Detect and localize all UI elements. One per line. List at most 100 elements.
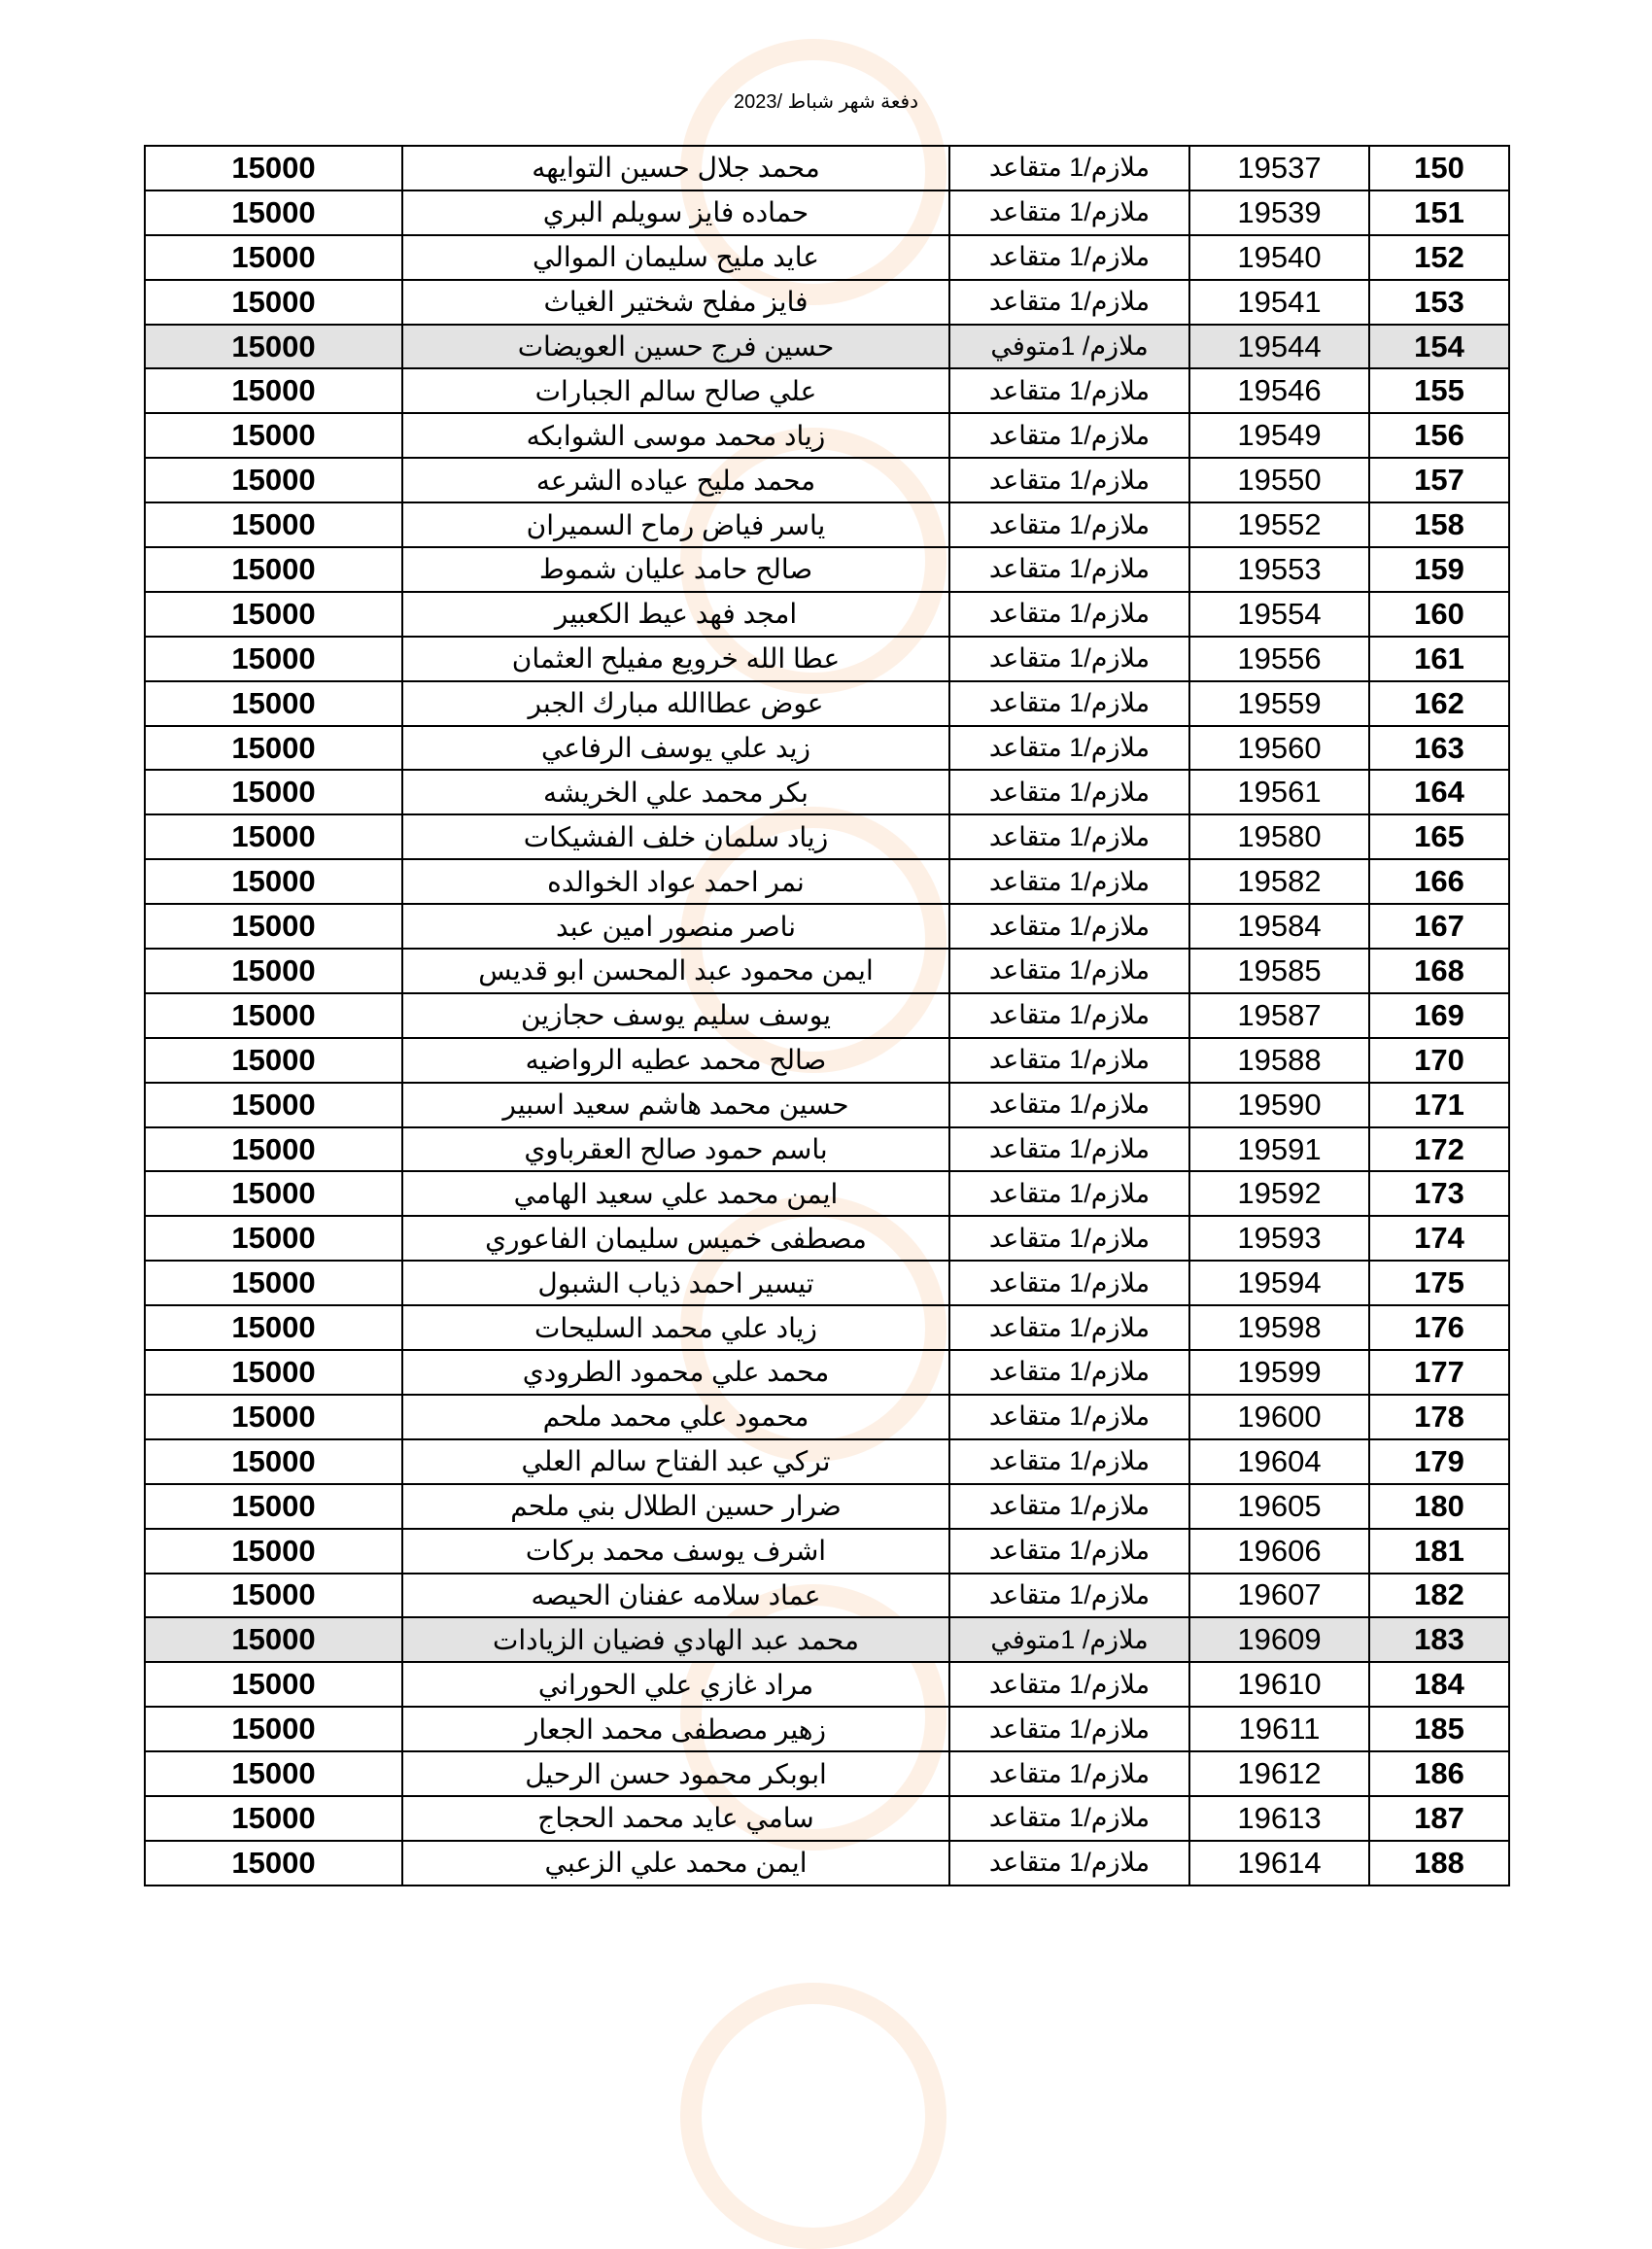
table-row: 15000 حسين محمد هاشم سعيد اسبير ملازم/1 مت…: [144, 1081, 1510, 1128]
serial-number-cell: 177: [1368, 1349, 1510, 1396]
rank-cell: ملازم/1 متقاعد: [948, 1349, 1190, 1396]
table-row: 15000 عماد سلامه عفنان الحيصه ملازم/1 متقا…: [144, 1572, 1510, 1619]
serial-number-cell: 150: [1368, 145, 1510, 191]
amount-cell: 15000: [144, 412, 403, 460]
amount-cell: 15000: [144, 1036, 403, 1084]
name-cell: نمر احمد عواد الخوالده: [401, 858, 950, 906]
amount-cell: 15000: [144, 991, 403, 1039]
id-cell: 19606: [1188, 1527, 1370, 1574]
rank-cell: ملازم/1 متقاعد: [948, 858, 1190, 906]
document-title: دفعة شهر شباط /2023: [734, 91, 918, 113]
id-cell: 19537: [1188, 145, 1370, 191]
id-cell: 19554: [1188, 590, 1370, 638]
serial-number-cell: 174: [1368, 1215, 1510, 1263]
table-row: 15000 بكر محمد علي الخريشه ملازم/1 متقاعد 1…: [144, 769, 1510, 816]
name-cell: امجد فهد عيط الكعبير: [401, 590, 950, 638]
id-cell: 19612: [1188, 1750, 1370, 1797]
rank-cell: ملازم/1 متقاعد: [948, 724, 1190, 772]
serial-number-cell: 161: [1368, 635, 1510, 682]
amount-cell: 15000: [144, 502, 403, 549]
rank-cell: ملازم/1 متقاعد: [948, 1215, 1190, 1263]
amount-cell: 15000: [144, 903, 403, 951]
amount-cell: 15000: [144, 1616, 403, 1664]
table-row: 15000 ايمن محمود عبد المحسن ابو قديس ملازم…: [144, 948, 1510, 994]
rank-cell: ملازم/1 متقاعد: [948, 278, 1190, 326]
rank-cell: ملازم/1 متقاعد: [948, 1170, 1190, 1218]
table-row: 15000 علي صالح سالم الجبارات ملازم/1 متقاع…: [144, 367, 1510, 415]
amount-cell: 15000: [144, 1437, 403, 1485]
table-row: 15000 ياسر فياض رماح السميران ملازم/1 متقا…: [144, 502, 1510, 549]
serial-number-cell: 168: [1368, 948, 1510, 994]
rank-cell: ملازم/1 متقاعد: [948, 1750, 1190, 1797]
amount-cell: 15000: [144, 635, 403, 682]
table-row: 15000 مراد غازي علي الحوراني ملازم/1 متقاع…: [144, 1661, 1510, 1709]
name-cell: زهير مصطفى محمد الجعار: [401, 1706, 950, 1753]
rank-cell: ملازم/1 متقاعد: [948, 1081, 1190, 1128]
table-row-highlighted: 15000 محمد عبد الهادي فضيان الزيادات ملازم…: [144, 1616, 1510, 1664]
serial-number-cell: 158: [1368, 502, 1510, 549]
name-cell: حسين محمد هاشم سعيد اسبير: [401, 1081, 950, 1128]
rank-cell: ملازم/1 متقاعد: [948, 1839, 1190, 1886]
id-cell: 19588: [1188, 1036, 1370, 1084]
table-row: 15000 صالح حامد عليان شموط ملازم/1 متقاعد 1…: [144, 546, 1510, 593]
rank-cell: ملازم/ 1متوفي: [948, 323, 1190, 370]
serial-number-cell: 187: [1368, 1794, 1510, 1842]
table-row: 15000 يوسف سليم يوسف حجازين ملازم/1 متقاعد…: [144, 991, 1510, 1039]
id-cell: 19598: [1188, 1304, 1370, 1352]
id-cell: 19600: [1188, 1393, 1370, 1440]
amount-cell: 15000: [144, 278, 403, 326]
rank-cell: ملازم/1 متقاعد: [948, 1706, 1190, 1753]
serial-number-cell: 162: [1368, 679, 1510, 727]
id-cell: 19593: [1188, 1215, 1370, 1263]
rank-cell: ملازم/ 1متوفي: [948, 1616, 1190, 1664]
table-row: 15000 زيد علي يوسف الرفاعي ملازم/1 متقاعد 1…: [144, 724, 1510, 772]
id-cell: 19549: [1188, 412, 1370, 460]
id-cell: 19556: [1188, 635, 1370, 682]
serial-number-cell: 164: [1368, 769, 1510, 816]
id-cell: 19582: [1188, 858, 1370, 906]
table-row: 15000 عوض عطاالله مبارك الجبر ملازم/1 متقا…: [144, 679, 1510, 727]
id-cell: 19540: [1188, 233, 1370, 281]
serial-number-cell: 188: [1368, 1839, 1510, 1886]
id-cell: 19552: [1188, 502, 1370, 549]
amount-cell: 15000: [144, 948, 403, 994]
table-row: 15000 ضرار حسين الطلال بني ملحم ملازم/1 مت…: [144, 1482, 1510, 1530]
amount-cell: 15000: [144, 1081, 403, 1128]
serial-number-cell: 166: [1368, 858, 1510, 906]
name-cell: حسين فرج حسين العويضات: [401, 323, 950, 370]
id-cell: 19591: [1188, 1125, 1370, 1173]
serial-number-cell: 173: [1368, 1170, 1510, 1218]
rank-cell: ملازم/1 متقاعد: [948, 679, 1190, 727]
rank-cell: ملازم/1 متقاعد: [948, 145, 1190, 191]
name-cell: صالح محمد عطيه الرواضيه: [401, 1036, 950, 1084]
amount-cell: 15000: [144, 367, 403, 415]
amount-cell: 15000: [144, 1527, 403, 1574]
name-cell: عايد مليح سليمان الموالي: [401, 233, 950, 281]
rank-cell: ملازم/1 متقاعد: [948, 189, 1190, 236]
amount-cell: 15000: [144, 1482, 403, 1530]
name-cell: سامي عايد محمد الحجاج: [401, 1794, 950, 1842]
id-cell: 19553: [1188, 546, 1370, 593]
amount-cell: 15000: [144, 1125, 403, 1173]
amount-cell: 15000: [144, 769, 403, 816]
name-cell: ياسر فياض رماح السميران: [401, 502, 950, 549]
name-cell: حماده فايز سويلم البري: [401, 189, 950, 236]
name-cell: اشرف يوسف محمد بركات: [401, 1527, 950, 1574]
serial-number-cell: 157: [1368, 457, 1510, 504]
table-row: 15000 محمد علي محمود الطرودي ملازم/1 متقاع…: [144, 1349, 1510, 1396]
serial-number-cell: 156: [1368, 412, 1510, 460]
id-cell: 19611: [1188, 1706, 1370, 1753]
serial-number-cell: 160: [1368, 590, 1510, 638]
table-row: 15000 مصطفى خميس سليمان الفاعوري ملازم/1 م…: [144, 1215, 1510, 1263]
rank-cell: ملازم/1 متقاعد: [948, 1125, 1190, 1173]
serial-number-cell: 178: [1368, 1393, 1510, 1440]
table-row-highlighted: 15000 حسين فرج حسين العويضات ملازم/ 1متوفي…: [144, 323, 1510, 370]
id-cell: 19546: [1188, 367, 1370, 415]
name-cell: عوض عطاالله مبارك الجبر: [401, 679, 950, 727]
amount-cell: 15000: [144, 1572, 403, 1619]
rank-cell: ملازم/1 متقاعد: [948, 1794, 1190, 1842]
name-cell: زياد علي محمد السليحات: [401, 1304, 950, 1352]
amount-cell: 15000: [144, 1661, 403, 1709]
name-cell: ناصر منصور امين عبد: [401, 903, 950, 951]
amount-cell: 15000: [144, 813, 403, 861]
